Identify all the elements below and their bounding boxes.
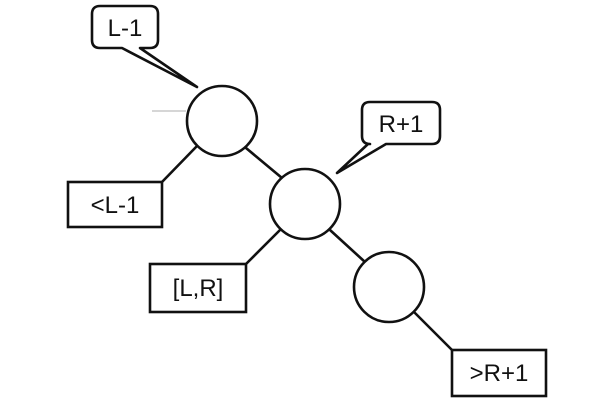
tree-node-middle (268, 167, 342, 241)
leaf-less-than-label: <L-1 (91, 192, 140, 219)
edge-bottom-to-right-leaf (412, 310, 454, 352)
edge-top-to-left-leaf (160, 144, 199, 184)
leaf-range-label: [L,R] (173, 275, 224, 302)
tree-node-top (185, 84, 259, 158)
callout-left-bound-label: L-1 (108, 15, 143, 42)
edge-middle-to-range-leaf (244, 227, 283, 266)
callout-right-bound-label: R+1 (379, 111, 424, 138)
edge-top-to-middle (244, 146, 284, 180)
edge-middle-to-bottom (328, 228, 367, 264)
leaf-box-range (148, 262, 248, 314)
callout-left-bound (90, 4, 199, 89)
callout-right-bound (335, 100, 442, 175)
leaf-greater-than-label: >R+1 (470, 360, 529, 387)
leaf-box-less-than (66, 180, 164, 229)
leaf-box-greater-than (450, 348, 548, 398)
tree-node-bottom (352, 250, 426, 324)
